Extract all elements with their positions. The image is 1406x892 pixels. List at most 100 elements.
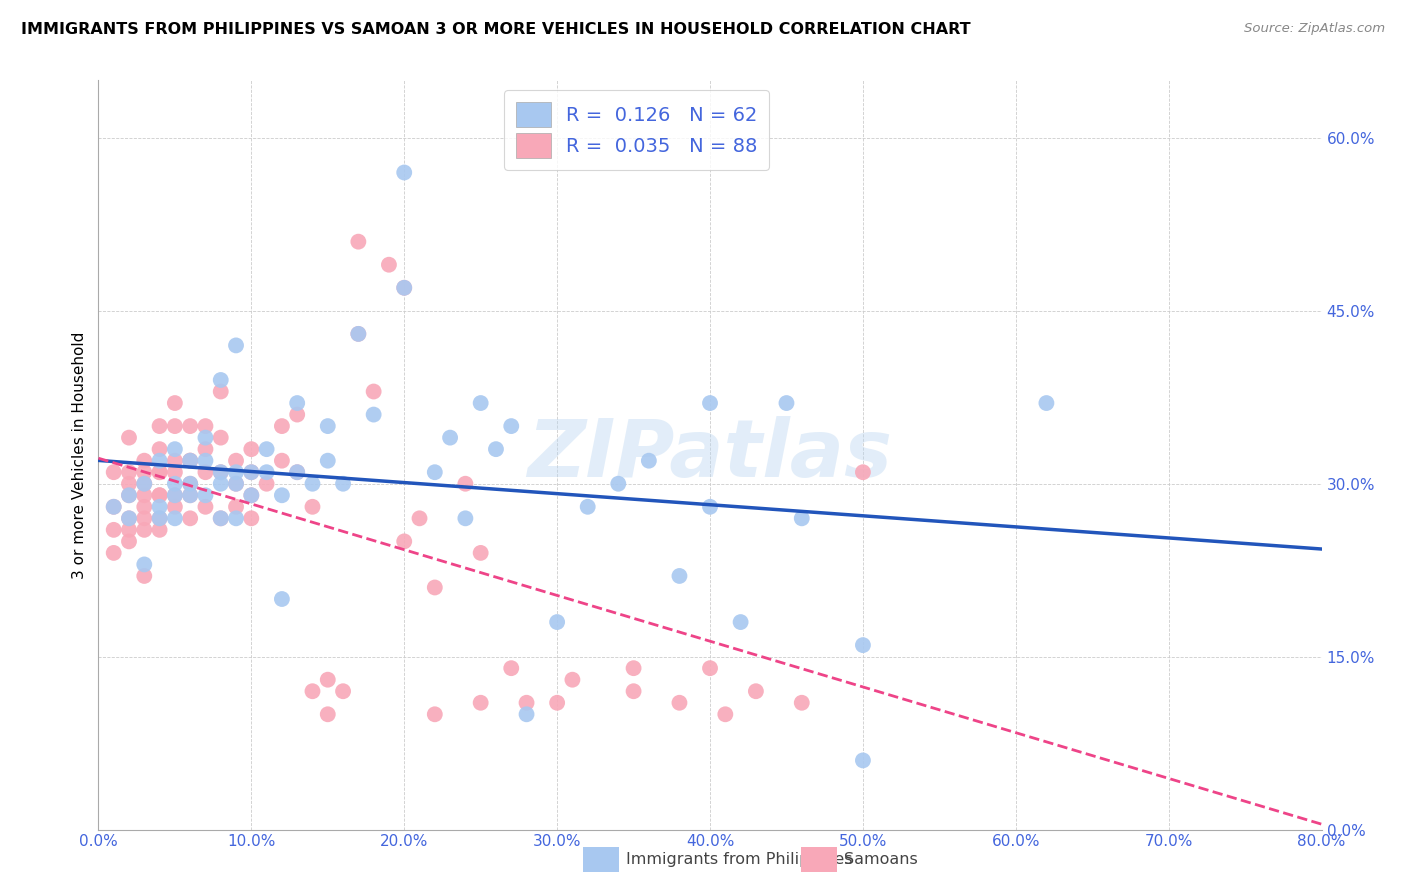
Point bbox=[623, 684, 645, 698]
Point bbox=[179, 511, 201, 525]
Point bbox=[134, 523, 156, 537]
Point bbox=[134, 476, 156, 491]
Point bbox=[378, 258, 401, 272]
Point bbox=[470, 396, 492, 410]
Point bbox=[149, 511, 172, 525]
Point bbox=[623, 661, 645, 675]
Point bbox=[301, 500, 323, 514]
Point bbox=[454, 476, 477, 491]
Point bbox=[225, 476, 247, 491]
Point bbox=[668, 569, 690, 583]
Point bbox=[392, 165, 416, 179]
Point bbox=[118, 523, 141, 537]
Point bbox=[561, 673, 583, 687]
Point bbox=[209, 431, 232, 445]
Point bbox=[118, 488, 141, 502]
Point bbox=[225, 453, 247, 467]
Point bbox=[163, 488, 186, 502]
Point bbox=[194, 488, 217, 502]
Point bbox=[179, 453, 201, 467]
Point bbox=[714, 707, 737, 722]
Point bbox=[149, 500, 172, 514]
Point bbox=[194, 500, 217, 514]
Point bbox=[163, 465, 186, 479]
Point bbox=[439, 431, 461, 445]
Point bbox=[240, 442, 263, 457]
Point bbox=[316, 707, 339, 722]
Point bbox=[194, 442, 217, 457]
Point bbox=[576, 500, 599, 514]
Point bbox=[134, 569, 156, 583]
Point bbox=[149, 523, 172, 537]
Point bbox=[485, 442, 508, 457]
Point bbox=[163, 453, 186, 467]
Point bbox=[163, 419, 186, 434]
Point bbox=[103, 500, 125, 514]
Point bbox=[194, 453, 217, 467]
Point bbox=[209, 511, 232, 525]
Point bbox=[256, 476, 278, 491]
Point bbox=[363, 408, 385, 422]
Point bbox=[408, 511, 430, 525]
Point bbox=[179, 419, 201, 434]
Point bbox=[118, 465, 141, 479]
Point bbox=[699, 661, 721, 675]
Point bbox=[149, 442, 172, 457]
Point bbox=[852, 638, 875, 652]
Point bbox=[163, 511, 186, 525]
Point bbox=[546, 615, 568, 629]
Point bbox=[423, 465, 446, 479]
Point bbox=[332, 684, 354, 698]
Point bbox=[179, 476, 201, 491]
Point bbox=[134, 453, 156, 467]
Point bbox=[852, 753, 875, 767]
Point bbox=[240, 465, 263, 479]
Point bbox=[118, 511, 141, 525]
Point bbox=[316, 453, 339, 467]
Point bbox=[392, 281, 416, 295]
Point bbox=[163, 488, 186, 502]
Point bbox=[149, 419, 172, 434]
Point bbox=[179, 488, 201, 502]
Point bbox=[423, 581, 446, 595]
Point bbox=[179, 453, 201, 467]
Point bbox=[240, 488, 263, 502]
Legend: R =  0.126   N = 62, R =  0.035   N = 88: R = 0.126 N = 62, R = 0.035 N = 88 bbox=[503, 90, 769, 170]
Point bbox=[316, 673, 339, 687]
Point bbox=[209, 373, 232, 387]
Point bbox=[745, 684, 768, 698]
Point bbox=[516, 707, 538, 722]
Point bbox=[240, 511, 263, 525]
Point bbox=[699, 396, 721, 410]
Point bbox=[225, 511, 247, 525]
Point bbox=[546, 696, 568, 710]
Point bbox=[637, 453, 661, 467]
Point bbox=[194, 465, 217, 479]
Point bbox=[347, 326, 370, 341]
Point bbox=[285, 465, 308, 479]
Point bbox=[103, 546, 125, 560]
Point bbox=[501, 661, 523, 675]
Point bbox=[134, 465, 156, 479]
Point bbox=[209, 465, 232, 479]
Point bbox=[790, 696, 813, 710]
Point bbox=[501, 419, 523, 434]
Point bbox=[179, 488, 201, 502]
Point bbox=[163, 396, 186, 410]
Point bbox=[118, 488, 141, 502]
Text: Source: ZipAtlas.com: Source: ZipAtlas.com bbox=[1244, 22, 1385, 36]
Point bbox=[149, 465, 172, 479]
Point bbox=[134, 558, 156, 572]
Point bbox=[270, 488, 292, 502]
Point bbox=[209, 465, 232, 479]
Point bbox=[179, 453, 201, 467]
Point bbox=[392, 281, 416, 295]
Point bbox=[134, 476, 156, 491]
Point bbox=[423, 707, 446, 722]
Point bbox=[134, 500, 156, 514]
Point bbox=[163, 476, 186, 491]
Point bbox=[149, 453, 172, 467]
Point bbox=[790, 511, 813, 525]
Point bbox=[852, 465, 875, 479]
Point bbox=[225, 465, 247, 479]
